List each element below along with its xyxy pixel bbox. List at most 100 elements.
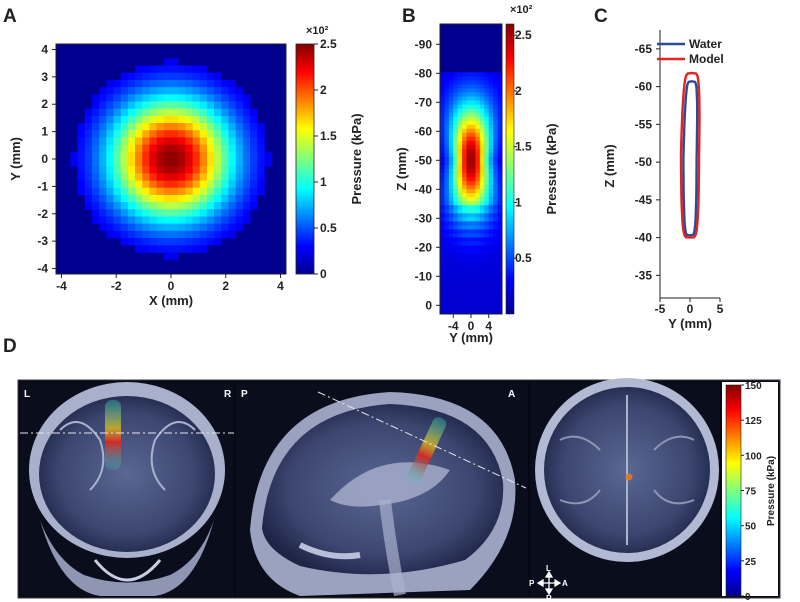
heat-cell: [440, 297, 445, 303]
heat-cell: [163, 151, 172, 160]
heat-cell: [444, 193, 450, 198]
heat-cell: [192, 115, 201, 124]
heat-cell: [488, 152, 494, 158]
heat-cell: [466, 152, 472, 158]
heat-cell: [235, 180, 244, 189]
heat-cell: [91, 159, 100, 167]
heat-cell: [444, 281, 450, 287]
heat-cell: [185, 245, 193, 253]
heat-cell: [142, 166, 150, 174]
heat-cell: [178, 209, 186, 217]
heat-cell: [242, 144, 251, 153]
heat-cell: [475, 148, 481, 154]
heat-cell: [127, 137, 136, 145]
panel-c-series: [679, 71, 701, 239]
heat-cell: [120, 144, 129, 153]
heat-cell: [457, 128, 463, 134]
heat-cell: [192, 72, 201, 81]
heat-cell: [479, 237, 485, 242]
heat-cell: [493, 281, 498, 287]
heat-cell: [493, 245, 498, 250]
heat-cell: [471, 80, 476, 85]
heat-cell: [493, 92, 498, 97]
heat-cell: [493, 289, 498, 295]
heat-cell: [475, 160, 481, 166]
heat-cell: [453, 197, 459, 202]
heat-cell: [457, 140, 463, 146]
heat-cell: [493, 84, 498, 89]
heat-cell: [475, 169, 481, 174]
heat-cell: [453, 108, 459, 113]
heat-cell: [264, 159, 272, 167]
heat-cell: [488, 140, 494, 146]
heat-cell: [488, 136, 494, 142]
heat-cell: [484, 249, 490, 254]
heat-cell: [453, 221, 459, 226]
heat-cell: [448, 201, 454, 206]
heat-cell: [497, 249, 503, 254]
heat-cell: [497, 281, 503, 287]
heat-cell: [448, 245, 454, 250]
heat-cell: [466, 124, 472, 130]
heat-cell: [448, 273, 454, 279]
compass-up-label: L: [546, 564, 551, 573]
heat-cell: [206, 173, 215, 181]
heat-cell: [199, 216, 208, 224]
panel-b-colorbar-exponent: ×10²: [510, 4, 533, 16]
heat-cell: [444, 293, 450, 299]
heat-cell: [235, 115, 244, 124]
panel-a-colorbar: [295, 43, 315, 275]
heat-cell: [135, 115, 143, 124]
heat-cell: [488, 185, 494, 190]
heat-cell: [497, 128, 503, 134]
heat-cell: [497, 136, 503, 142]
heat-cell: [448, 140, 454, 146]
heat-cell: [471, 301, 476, 307]
heat-cell: [488, 160, 494, 166]
heat-cell: [178, 238, 186, 246]
heat-cell: [228, 123, 236, 131]
heat-cell: [466, 217, 472, 222]
heat-cell: [440, 229, 445, 234]
heat-cell: [493, 273, 498, 279]
heat-cell: [484, 257, 490, 262]
heat-cell: [488, 245, 494, 250]
heat-cell: [466, 221, 472, 226]
heat-cell: [214, 180, 222, 189]
heat-cell: [475, 132, 481, 138]
heat-cell: [214, 123, 222, 131]
heat-cell: [471, 253, 476, 258]
heat-cell: [135, 79, 143, 88]
heat-cell: [192, 230, 201, 239]
heat-cell: [462, 160, 467, 166]
heat-cell: [235, 144, 244, 153]
heat-cell: [471, 265, 476, 270]
heat-cell: [214, 166, 222, 174]
panel-d-colorbar-label: Pressure (kPa): [766, 456, 777, 526]
heat-cell: [156, 166, 165, 174]
heat-cell: [235, 166, 244, 174]
heat-cell: [178, 202, 186, 210]
heat-cell: [192, 238, 201, 246]
heat-cell: [497, 285, 503, 291]
heat-cell: [70, 151, 78, 160]
heat-cell: [471, 205, 476, 210]
heat-cell: [440, 281, 445, 287]
heat-cell: [113, 216, 121, 224]
panel-b-colorbar-tick: 2: [515, 84, 522, 98]
heat-cell: [475, 265, 481, 270]
heat-cell: [457, 193, 463, 198]
panel-d-colorbar-tick: 50: [745, 522, 757, 533]
heat-cell: [466, 148, 472, 154]
heat-cell: [471, 297, 476, 303]
heat-cell: [444, 104, 450, 109]
heat-cell: [127, 101, 136, 109]
heat-cell: [214, 94, 222, 102]
heat-cell: [453, 92, 459, 97]
heat-cell: [462, 185, 467, 190]
heat-cell: [453, 132, 459, 138]
heat-cell: [214, 159, 222, 167]
heat-cell: [479, 269, 485, 275]
heat-cell: [178, 94, 186, 102]
heat-cell: [497, 156, 503, 162]
